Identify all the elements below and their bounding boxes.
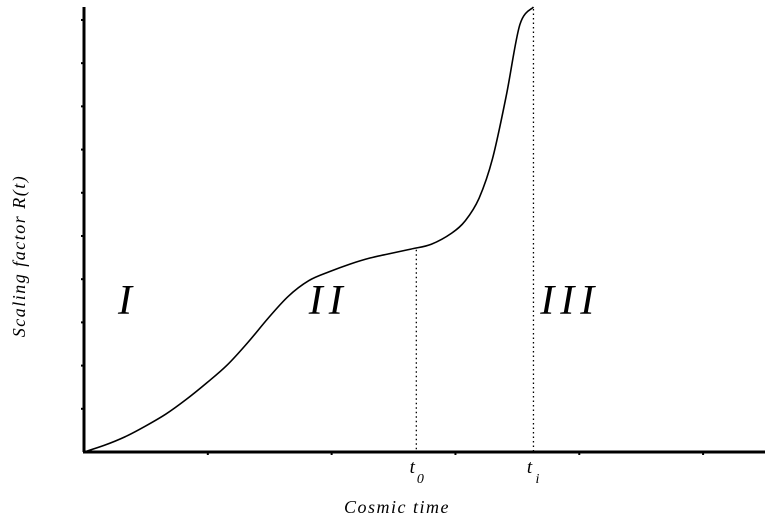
time-marker-subscript: i [536,472,540,487]
region-label: III [539,278,600,324]
scale-factor-curve [83,6,535,453]
chart-axes [81,7,765,455]
region-label: I [117,278,138,324]
time-marker-label: t [410,457,416,478]
x-axis-ticks [206,452,705,455]
region-label: II [308,278,349,324]
time-marker-label: t [527,457,533,478]
region-labels: I II III [117,278,600,324]
x-axis-title: Cosmic time [344,497,450,517]
y-axis-ticks [81,18,84,410]
time-marker-subscript: 0 [417,472,424,487]
y-axis-title: Scaling factor R(t) [9,175,30,337]
